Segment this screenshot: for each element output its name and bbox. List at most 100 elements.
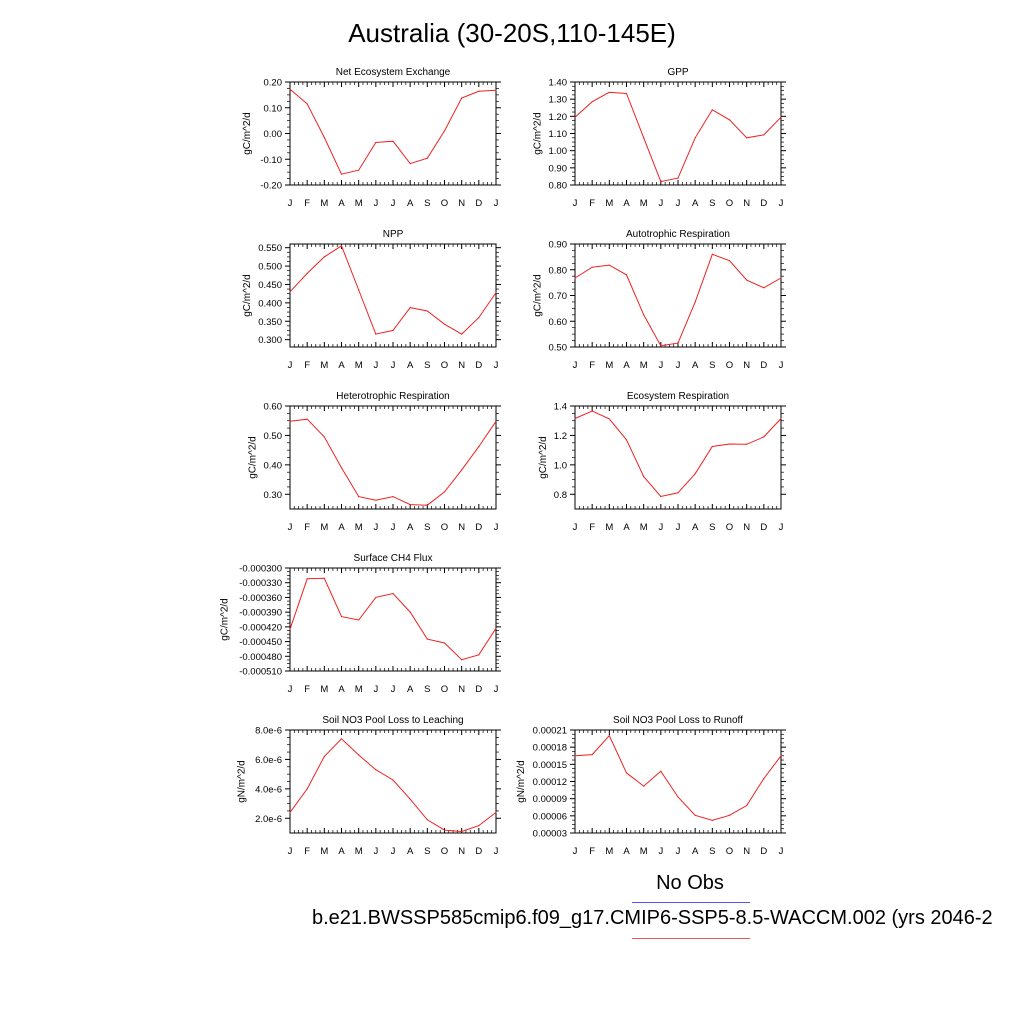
- x-tick-label: F: [589, 198, 595, 209]
- data-point: [728, 260, 731, 262]
- data-point: [323, 577, 325, 579]
- data-point: [625, 274, 628, 276]
- x-tick-label: O: [441, 198, 448, 209]
- data-point: [746, 804, 748, 807]
- data-point: [375, 499, 377, 501]
- series-line: [574, 410, 782, 498]
- x-tick-label: M: [605, 198, 613, 209]
- y-tick-label: -0.000420: [239, 622, 282, 633]
- x-tick-label: M: [355, 684, 363, 695]
- plot-frame: [574, 405, 782, 510]
- data-point: [495, 291, 497, 294]
- y-tick-label: 0.00006: [533, 811, 567, 822]
- plot-frame: [289, 729, 497, 834]
- x-tick-label: J: [288, 522, 293, 533]
- x-tick-label: J: [373, 522, 378, 533]
- x-tick-label: J: [494, 198, 499, 209]
- data-point: [289, 420, 291, 422]
- data-point: [306, 272, 308, 275]
- x-tick-label: O: [726, 360, 733, 371]
- x-tick-label: J: [658, 360, 663, 371]
- data-point: [443, 642, 446, 644]
- data-point: [780, 277, 782, 279]
- x-tick-label: F: [304, 198, 310, 209]
- x-tick-label: M: [320, 360, 328, 371]
- data-point: [694, 814, 696, 816]
- data-point: [340, 615, 343, 618]
- legend-obs-label: No Obs: [656, 872, 724, 894]
- data-point: [780, 417, 782, 420]
- x-tick-label: J: [676, 522, 681, 533]
- x-tick-label: A: [407, 684, 414, 695]
- data-point: [574, 417, 576, 420]
- y-tick-label: 0.40: [264, 460, 283, 471]
- series-line: [289, 577, 497, 661]
- x-tick-label: F: [589, 846, 595, 857]
- data-point: [426, 504, 428, 506]
- data-point: [591, 754, 593, 756]
- x-tick-label: D: [475, 684, 482, 695]
- x-tick-label: J: [288, 846, 293, 857]
- data-point: [375, 333, 377, 335]
- y-tick-label: 1.4: [554, 402, 567, 413]
- x-tick-label: F: [589, 360, 595, 371]
- x-tick-label: J: [494, 360, 499, 371]
- y-tick-label: 0.50: [264, 431, 283, 442]
- data-point: [495, 811, 497, 814]
- panel-title: GPP: [667, 67, 688, 78]
- data-point: [574, 755, 576, 757]
- data-point: [358, 289, 360, 291]
- y-tick-label: 2.0e-6: [255, 814, 282, 825]
- data-point: [392, 496, 394, 498]
- x-tick-label: J: [573, 846, 578, 857]
- data-point: [306, 103, 308, 105]
- legend-case-label: b.e21.BWSSP585cmip6.f09_g17.CMIP6-SSP5-8…: [312, 907, 993, 929]
- x-tick-label: J: [391, 522, 396, 533]
- data-point: [780, 116, 782, 118]
- y-tick-label: 1.20: [549, 112, 568, 123]
- panel-title: Ecosystem Respiration: [627, 391, 729, 402]
- data-point: [392, 140, 394, 142]
- y-axis-label: gC/m^2/d: [242, 274, 253, 317]
- x-tick-label: M: [355, 522, 363, 533]
- x-tick-label: A: [623, 360, 630, 371]
- x-tick-label: F: [589, 522, 595, 533]
- data-point: [763, 778, 765, 780]
- panel-title: Net Ecosystem Exchange: [336, 67, 451, 78]
- y-tick-label: 0.00015: [533, 760, 567, 771]
- data-point: [625, 772, 628, 774]
- data-point: [677, 177, 679, 179]
- data-point: [677, 492, 679, 494]
- x-tick-label: M: [640, 360, 648, 371]
- y-tick-label: 1.30: [549, 95, 568, 106]
- data-point: [340, 467, 343, 469]
- series-line: [289, 88, 497, 175]
- data-point: [409, 307, 411, 309]
- plot-frame: [289, 405, 497, 510]
- plot-frame: [574, 81, 782, 186]
- y-tick-label: 0.00: [264, 129, 283, 140]
- x-tick-label: S: [424, 684, 430, 695]
- data-point: [323, 755, 325, 758]
- x-tick-label: J: [658, 198, 663, 209]
- x-tick-label: F: [304, 684, 310, 695]
- data-point: [358, 619, 360, 621]
- y-tick-label: 0.50: [549, 343, 568, 354]
- x-tick-label: M: [640, 846, 648, 857]
- y-tick-label: 0.450: [258, 280, 282, 291]
- x-tick-label: N: [743, 360, 750, 371]
- x-tick-label: A: [338, 198, 345, 209]
- data-point: [426, 157, 428, 159]
- y-tick-label: -0.10: [260, 155, 282, 166]
- data-point: [728, 814, 731, 816]
- data-point: [443, 491, 446, 493]
- data-point: [409, 798, 411, 800]
- x-tick-label: A: [407, 522, 414, 533]
- y-axis-label: gC/m^2/d: [248, 436, 259, 479]
- data-point: [375, 141, 377, 144]
- x-tick-label: M: [320, 522, 328, 533]
- data-point: [660, 770, 662, 772]
- data-point: [495, 89, 497, 91]
- plot-frame: [574, 243, 782, 348]
- x-tick-label: J: [391, 198, 396, 209]
